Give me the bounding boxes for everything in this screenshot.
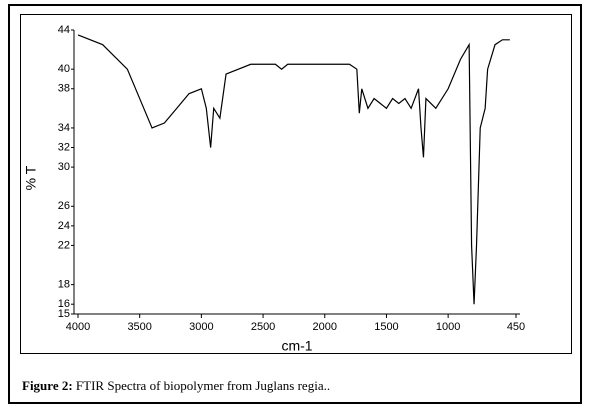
y-tick-label: 16 — [58, 298, 70, 310]
y-tick-label: 24 — [58, 220, 70, 232]
y-axis-label: % T — [23, 165, 39, 190]
y-tick-label: 30 — [58, 161, 70, 173]
y-tick-label: 26 — [58, 200, 70, 212]
caption-text: FTIR Spectra of biopolymer from Juglans … — [75, 378, 331, 393]
plot-frame — [20, 14, 572, 354]
figure-frame — [8, 4, 582, 404]
y-tick-label: 34 — [58, 122, 70, 134]
x-tick-label: 3000 — [189, 321, 213, 333]
x-tick-label: 4000 — [66, 321, 90, 333]
x-tick-label: 2500 — [251, 321, 275, 333]
x-tick-label: 1000 — [436, 321, 460, 333]
y-tick-label: 44 — [58, 24, 70, 36]
y-tick-label: 22 — [58, 239, 70, 251]
y-tick-label: 18 — [58, 279, 70, 291]
caption: Figure 2: FTIR Spectra of biopolymer fro… — [22, 378, 330, 394]
y-tick-label: 32 — [58, 141, 70, 153]
caption-label: Figure 2: — [22, 378, 73, 393]
spectrum-line — [77, 34, 510, 305]
x-tick-label: 450 — [507, 321, 525, 333]
x-tick-label: 3500 — [127, 321, 151, 333]
y-tick-label: 40 — [58, 63, 70, 75]
x-tick-label: 1500 — [374, 321, 398, 333]
x-tick-label: 2000 — [313, 321, 337, 333]
x-axis-label: cm-1 — [281, 338, 312, 354]
y-tick-label: 15 — [58, 308, 70, 320]
y-tick-label: 38 — [58, 83, 70, 95]
